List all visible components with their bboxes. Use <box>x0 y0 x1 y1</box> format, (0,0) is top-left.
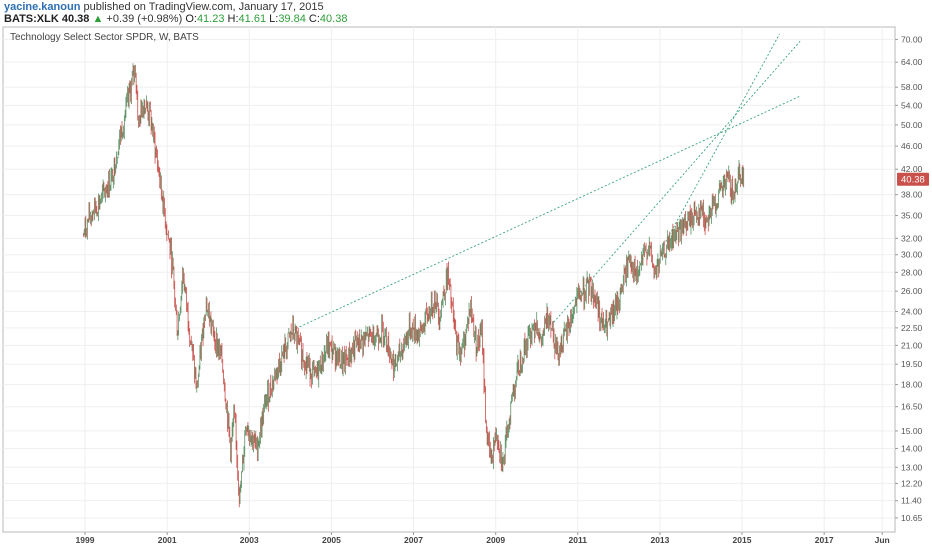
close-value: 40.38 <box>319 13 348 25</box>
x-tick-label: Jun <box>875 535 890 545</box>
trendline <box>292 95 801 331</box>
change-arrow-icon: ▲ <box>92 13 104 25</box>
y-tick-label: 12.20 <box>901 478 923 488</box>
y-tick-label: 24.00 <box>901 306 923 316</box>
x-tick-label: 2005 <box>322 535 341 545</box>
x-tick-label: 1999 <box>76 535 95 545</box>
chart-title: Technology Select Sector SPDR, W, BATS <box>10 32 199 43</box>
y-tick-label: 18.00 <box>901 380 923 390</box>
trendline <box>659 33 780 253</box>
last-price-label: 40.38 <box>901 175 925 186</box>
y-tick-label: 58.00 <box>901 82 923 92</box>
quote-line: BATS:XLK 40.38 ▲ +0.39 (+0.98%) O:41.23 … <box>4 13 347 25</box>
published-text: published on TradingView.com, January 17… <box>83 1 324 13</box>
high-label: H: <box>227 13 239 25</box>
price-bars <box>83 63 745 508</box>
x-tick-label: 2001 <box>158 535 177 545</box>
y-tick-label: 22.50 <box>901 323 923 333</box>
y-tick-label: 19.50 <box>901 359 923 369</box>
open-label: O: <box>185 13 197 25</box>
y-tick-label: 26.00 <box>901 286 923 296</box>
y-tick-label: 54.00 <box>901 100 923 110</box>
chart-header: yacine.kanoun published on TradingView.c… <box>0 0 932 26</box>
high-value: 41.61 <box>238 13 267 25</box>
x-tick-label: 2007 <box>404 535 423 545</box>
x-tick-label: 2017 <box>815 535 834 545</box>
x-tick-label: 2015 <box>733 535 752 545</box>
price-axis[interactable]: 70.00 64.00 58.00 54.00 50.00 46.00 42.00 38.00… <box>895 34 923 523</box>
y-tick-label: 38.00 <box>901 190 923 200</box>
x-tick-label: 2013 <box>650 535 669 545</box>
time-axis[interactable]: 1999 2001 2003 2005 2007 2009 2011 2013 2015 2017… <box>76 532 890 545</box>
y-tick-label: 32.00 <box>901 233 923 243</box>
last-price: 40.38 <box>61 13 90 25</box>
publish-info: yacine.kanoun published on TradingView.c… <box>4 1 324 13</box>
y-tick-label: 64.00 <box>901 57 923 67</box>
low-label: L: <box>269 13 279 25</box>
y-tick-label: 14.00 <box>901 443 923 453</box>
x-tick-label: 2009 <box>486 535 505 545</box>
symbol: BATS:XLK <box>4 13 59 25</box>
grid <box>3 27 895 532</box>
y-tick-label: 28.00 <box>901 267 923 277</box>
x-tick-label: 2011 <box>569 535 588 545</box>
y-tick-label: 46.00 <box>901 141 923 151</box>
close-label: C: <box>308 13 320 25</box>
author-link[interactable]: yacine.kanoun <box>4 1 81 13</box>
y-tick-label: 50.00 <box>901 120 923 130</box>
low-value: 39.84 <box>278 13 306 25</box>
y-tick-label: 13.00 <box>901 462 923 472</box>
y-tick-label: 42.00 <box>901 164 923 174</box>
y-tick-label: 16.50 <box>901 402 923 412</box>
y-tick-label: 10.65 <box>901 513 923 523</box>
x-tick-label: 2003 <box>240 535 259 545</box>
y-tick-label: 21.00 <box>901 340 923 350</box>
change-value: +0.39 (+0.98%) <box>106 13 183 25</box>
last-price-marker: 40.38 <box>897 172 929 186</box>
y-tick-label: 70.00 <box>901 34 923 44</box>
y-tick-label: 35.00 <box>901 211 923 221</box>
trendlines <box>292 33 801 331</box>
y-tick-label: 15.00 <box>901 426 923 436</box>
y-tick-label: 11.40 <box>901 496 922 506</box>
open-value: 41.23 <box>196 13 225 25</box>
y-tick-label: 30.00 <box>901 250 923 260</box>
last-price-badge <box>897 172 929 186</box>
